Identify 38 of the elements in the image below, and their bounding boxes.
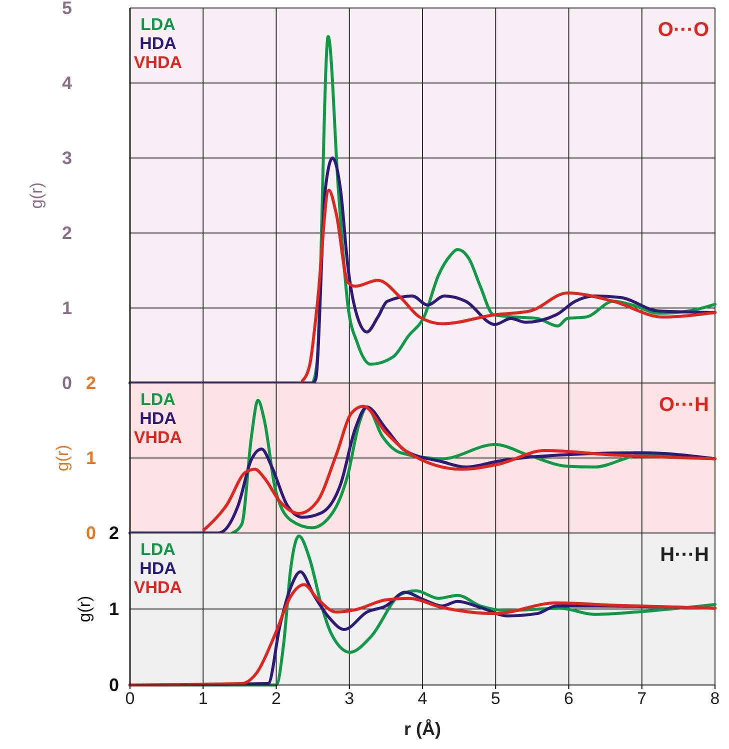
annotation: O···H — [659, 394, 709, 416]
text: VHDA — [134, 53, 182, 72]
annotation: O···O — [658, 19, 709, 41]
x-tick-label: 7 — [637, 689, 647, 708]
x-axis-title: r (Å) — [404, 719, 441, 739]
y-tick-label: 1 — [86, 448, 96, 468]
text: VHDA — [134, 428, 182, 447]
y-tick-label: 0 — [62, 372, 72, 393]
y-tick-label: 3 — [62, 148, 72, 168]
text: HDA — [140, 409, 176, 428]
y-tick-label: 2 — [62, 222, 72, 243]
y-tick-label: 5 — [62, 0, 72, 18]
y-axis-title: g(r) — [27, 182, 46, 209]
annotation: H···H — [660, 544, 709, 566]
x-tick-label: 1 — [198, 689, 208, 708]
y-tick-label: 0 — [108, 674, 119, 695]
line-series — [301, 188, 716, 382]
y-tick-label: 0 — [86, 522, 96, 543]
x-tick-label: 5 — [490, 689, 500, 708]
x-tick-label: 0 — [125, 689, 135, 708]
text: HDA — [140, 34, 176, 53]
text: LDA — [140, 540, 176, 559]
text: LDA — [140, 390, 176, 409]
y-tick-label: 4 — [62, 72, 72, 93]
text: HDA — [140, 559, 176, 578]
x-tick-label: 8 — [710, 689, 720, 708]
text: LDA — [140, 15, 176, 34]
x-tick-label: 4 — [418, 689, 428, 708]
y-tick-label: 2 — [108, 522, 119, 543]
x-tick-label: 3 — [344, 689, 354, 708]
x-tick-label: 2 — [272, 689, 281, 708]
y-tick-label: 1 — [62, 298, 72, 318]
y-tick-label: 1 — [108, 598, 119, 619]
y-axis-title: g(r) — [75, 596, 94, 622]
text: VHDA — [134, 578, 182, 597]
y-tick-label: 2 — [86, 372, 96, 393]
y-axis-title: g(r) — [53, 444, 72, 472]
x-tick-label: 6 — [564, 689, 574, 708]
